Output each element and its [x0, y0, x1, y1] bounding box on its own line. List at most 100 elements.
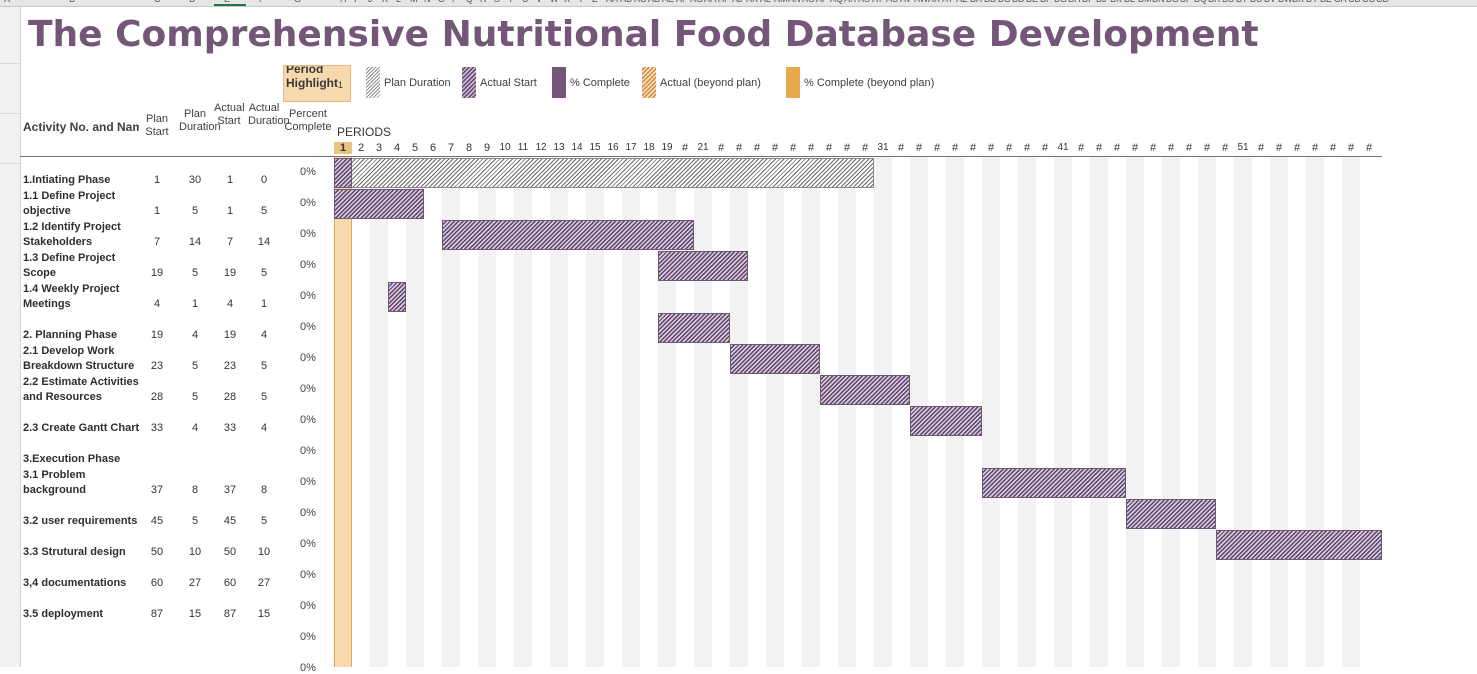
period-number[interactable]: #	[681, 142, 689, 154]
period-number[interactable]: #	[1113, 142, 1121, 154]
period-highlight-cell[interactable]: Period Highlight 1	[283, 65, 351, 102]
actual-start-cell[interactable]: 1	[226, 174, 234, 186]
period-number[interactable]: 16	[607, 142, 619, 153]
column-letter[interactable]: BR	[1208, 0, 1221, 4]
plan-start-cell[interactable]: 19	[150, 267, 164, 279]
plan-start-cell[interactable]: 4	[153, 298, 161, 310]
activity-name[interactable]: objective	[23, 205, 71, 217]
period-number[interactable]: 6	[429, 142, 437, 154]
period-number[interactable]: #	[1221, 142, 1229, 154]
actual-duration-cell[interactable]: 5	[260, 360, 268, 372]
column-letter[interactable]: BG	[1054, 0, 1067, 4]
plan-duration-cell[interactable]: 1	[191, 298, 199, 310]
period-number[interactable]: #	[1347, 142, 1355, 154]
plan-start-cell[interactable]: 1	[153, 174, 161, 186]
column-letter[interactable]: BZ	[1320, 0, 1332, 4]
column-letter[interactable]: C	[154, 0, 161, 4]
period-number[interactable]: #	[1185, 142, 1193, 154]
actual-start-cell[interactable]: 4	[226, 298, 234, 310]
column-letter[interactable]: BN	[1152, 0, 1165, 4]
column-letter[interactable]: AI	[718, 0, 727, 4]
actual-start-cell[interactable]: 45	[223, 515, 237, 527]
period-number[interactable]: 7	[447, 142, 455, 154]
period-number[interactable]: 11	[517, 142, 529, 153]
column-letter[interactable]: H	[340, 0, 347, 4]
period-number[interactable]: 2	[357, 142, 365, 154]
column-letter[interactable]: AP	[816, 0, 828, 4]
column-letter[interactable]: CA	[1334, 0, 1347, 4]
plan-duration-cell[interactable]: 5	[191, 360, 199, 372]
activity-name-line1[interactable]: 1.2 Identify Project	[23, 221, 121, 233]
plan-duration-cell[interactable]: 10	[188, 546, 202, 558]
period-number[interactable]: #	[1023, 142, 1031, 154]
activity-name[interactable]: background	[23, 484, 86, 496]
column-letter[interactable]: W	[550, 0, 559, 4]
column-letter[interactable]: U	[522, 0, 529, 4]
column-letter[interactable]: AQ	[830, 0, 843, 4]
column-letter[interactable]: AY	[942, 0, 953, 4]
actual-duration-cell[interactable]: 1	[260, 298, 268, 310]
plan-duration-cell[interactable]: 5	[191, 515, 199, 527]
column-letter[interactable]: J	[368, 0, 373, 4]
period-number[interactable]: 3	[375, 142, 383, 154]
column-letter[interactable]: AL	[760, 0, 771, 4]
plan-start-cell[interactable]: 45	[150, 515, 164, 527]
column-letter[interactable]: BD	[1012, 0, 1025, 4]
activity-name-line1[interactable]: 1.4 Weekly Project	[23, 283, 120, 295]
column-letter[interactable]: E	[224, 0, 230, 4]
column-letter[interactable]: AC	[634, 0, 647, 4]
column-letter[interactable]: F	[259, 0, 265, 4]
period-number[interactable]: 14	[571, 142, 583, 153]
activity-name-line1[interactable]: 1.1 Define Project	[23, 190, 116, 202]
activity-name[interactable]: 3.Execution Phase	[23, 453, 121, 465]
activity-name[interactable]: 3.5 deployment	[23, 608, 104, 620]
actual-start-cell[interactable]: 37	[223, 484, 237, 496]
activity-name[interactable]: Meetings	[23, 298, 71, 310]
column-letter[interactable]: BJ	[1096, 0, 1107, 4]
column-letter[interactable]: AN	[788, 0, 801, 4]
period-number[interactable]: #	[1131, 142, 1139, 154]
column-letter[interactable]: AZ	[956, 0, 968, 4]
activity-name[interactable]: Stakeholders	[23, 236, 93, 248]
actual-start-cell[interactable]: 28	[223, 391, 237, 403]
column-letter[interactable]: AX	[928, 0, 940, 4]
plan-duration-cell[interactable]: 14	[188, 236, 202, 248]
column-letter[interactable]: Z	[592, 0, 598, 4]
actual-start-cell[interactable]: 1	[226, 205, 234, 217]
period-number[interactable]: 21	[697, 142, 709, 153]
percent-complete-cell[interactable]: 0%	[300, 166, 316, 178]
plan-start-cell[interactable]: 28	[150, 391, 164, 403]
column-letter[interactable]: D	[189, 0, 196, 4]
plan-duration-cell[interactable]: 30	[188, 174, 202, 186]
period-number[interactable]: 12	[535, 142, 547, 153]
period-number[interactable]: #	[969, 142, 977, 154]
column-letter[interactable]: B	[69, 0, 75, 4]
column-letter[interactable]: AE	[662, 0, 674, 4]
column-letter[interactable]: I	[354, 0, 357, 4]
activity-name-line1[interactable]: 2.2 Estimate Activities	[23, 376, 139, 388]
column-letter[interactable]: R	[480, 0, 487, 4]
period-number[interactable]: #	[1329, 142, 1337, 154]
plan-start-cell[interactable]: 7	[153, 236, 161, 248]
actual-start-cell[interactable]: 87	[223, 608, 237, 620]
period-number[interactable]: #	[717, 142, 725, 154]
plan-duration-cell[interactable]: 27	[188, 577, 202, 589]
period-number[interactable]: 18	[643, 142, 655, 153]
period-number[interactable]: #	[843, 142, 851, 154]
period-number[interactable]: 8	[465, 142, 473, 154]
column-letter[interactable]: N	[424, 0, 431, 4]
column-letter[interactable]: V	[536, 0, 542, 4]
activity-name-line1[interactable]: 3.1 Problem	[23, 469, 86, 481]
column-letter[interactable]: Q	[466, 0, 473, 4]
activity-name[interactable]: 3,4 documentations	[23, 577, 127, 589]
column-letter[interactable]: BI	[1082, 0, 1091, 4]
column-letter[interactable]: BL	[1124, 0, 1135, 4]
activity-name-line1[interactable]: 1.3 Define Project	[23, 252, 116, 264]
plan-start-cell[interactable]: 1	[153, 205, 161, 217]
activity-name[interactable]: Scope	[23, 267, 57, 279]
column-letter[interactable]: AB	[620, 0, 632, 4]
percent-complete-cell[interactable]: 0%	[300, 321, 316, 333]
period-number[interactable]: #	[807, 142, 815, 154]
percent-complete-cell[interactable]: 0%	[300, 507, 316, 519]
period-number[interactable]: #	[825, 142, 833, 154]
